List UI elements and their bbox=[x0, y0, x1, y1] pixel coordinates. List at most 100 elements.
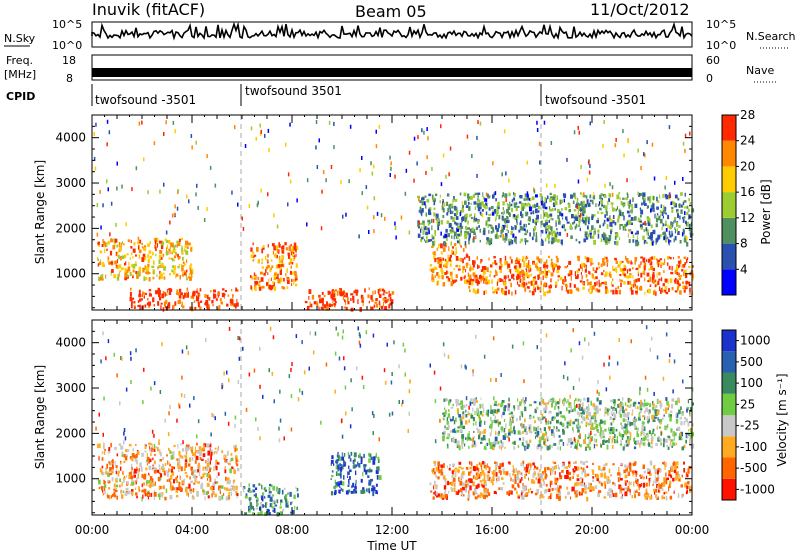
echo-cell bbox=[476, 256, 478, 260]
echo-cell bbox=[524, 203, 527, 206]
echo-cell bbox=[511, 207, 513, 213]
echo-cell bbox=[549, 444, 551, 450]
echo-cell bbox=[222, 288, 225, 291]
echo-cell bbox=[375, 490, 378, 494]
echo-cell bbox=[368, 300, 370, 304]
echo-cell bbox=[497, 235, 500, 239]
echo-cell bbox=[664, 286, 668, 290]
echo-cell bbox=[479, 404, 482, 409]
echo-cell bbox=[157, 289, 160, 294]
echo-cell bbox=[310, 303, 313, 308]
echo-cell bbox=[103, 442, 105, 447]
echo-cell bbox=[641, 482, 643, 487]
echo-cell bbox=[665, 407, 668, 410]
echo-cell bbox=[106, 242, 108, 248]
echo-cell bbox=[556, 195, 559, 201]
echo-cell bbox=[194, 460, 197, 464]
echo-cell bbox=[223, 493, 225, 496]
echo-cell bbox=[523, 486, 527, 492]
echo-cell bbox=[438, 243, 440, 249]
echo-cell bbox=[527, 462, 531, 467]
echo-cell bbox=[473, 466, 477, 472]
echo-cell bbox=[148, 272, 151, 275]
echo-cell bbox=[162, 291, 165, 294]
echo-cell bbox=[626, 466, 628, 471]
echo-cell bbox=[333, 121, 335, 126]
echo-cell bbox=[536, 120, 538, 125]
echo-cell bbox=[680, 484, 683, 488]
echo-cell bbox=[113, 483, 116, 488]
echo-cell bbox=[623, 426, 625, 429]
echo-cell bbox=[436, 280, 438, 286]
echo-cell bbox=[580, 444, 582, 448]
echo-cell bbox=[614, 407, 617, 411]
echo-cell bbox=[110, 271, 112, 276]
echo-cell bbox=[137, 236, 140, 241]
echo-cell bbox=[186, 277, 188, 281]
echo-cell bbox=[331, 297, 335, 301]
echo-cell bbox=[479, 228, 481, 233]
echo-cell bbox=[493, 419, 495, 423]
echo-cell bbox=[520, 211, 522, 217]
echo-cell bbox=[429, 209, 431, 214]
echo-cell bbox=[682, 281, 684, 284]
echo-cell bbox=[545, 421, 548, 425]
echo-cell bbox=[418, 220, 420, 225]
echo-cell bbox=[336, 454, 339, 458]
echo-cell bbox=[173, 479, 176, 484]
echo-cell bbox=[273, 275, 277, 280]
echo-cell bbox=[587, 487, 590, 490]
echo-cell bbox=[353, 452, 357, 458]
echo-cell bbox=[580, 412, 583, 415]
echo-cell bbox=[529, 439, 532, 443]
echo-cell bbox=[149, 479, 151, 483]
echo-cell bbox=[293, 280, 295, 285]
echo-cell bbox=[597, 289, 601, 292]
echo-cell bbox=[487, 239, 490, 242]
echo-cell bbox=[205, 467, 207, 471]
echo-cell bbox=[473, 201, 477, 205]
echo-cell bbox=[495, 420, 498, 423]
echo-cell bbox=[524, 238, 527, 243]
echo-cell bbox=[110, 444, 112, 447]
echo-cell bbox=[162, 468, 165, 472]
echo-cell bbox=[432, 195, 435, 200]
echo-cell bbox=[159, 272, 162, 276]
echo-cell bbox=[460, 474, 464, 479]
echo-cell bbox=[647, 493, 650, 498]
echo-cell bbox=[101, 451, 103, 454]
echo-cell bbox=[589, 291, 593, 294]
echo-cell bbox=[195, 140, 197, 145]
echo-cell bbox=[513, 278, 515, 281]
echo-cell bbox=[524, 287, 527, 292]
echo-cell bbox=[652, 400, 654, 406]
echo-cell bbox=[681, 264, 684, 268]
echo-cell bbox=[566, 157, 568, 162]
echo-cell bbox=[644, 240, 647, 243]
echo-cell bbox=[604, 411, 608, 414]
echo-cell bbox=[653, 256, 656, 260]
echo-cell bbox=[219, 490, 221, 495]
echo-cell bbox=[583, 397, 586, 401]
echo-cell bbox=[531, 236, 534, 241]
echo-cell bbox=[550, 471, 552, 476]
echo-cell bbox=[477, 289, 479, 294]
echo-cell bbox=[178, 486, 182, 491]
echo-cell bbox=[526, 269, 528, 272]
echo-cell bbox=[179, 464, 181, 469]
echo-cell bbox=[562, 217, 564, 220]
echo-cell bbox=[308, 289, 312, 294]
echo-cell bbox=[142, 305, 144, 310]
echo-cell bbox=[230, 299, 234, 304]
echo-cell bbox=[566, 219, 568, 222]
echo-cell bbox=[499, 278, 502, 283]
echo-cell bbox=[525, 282, 528, 286]
echo-cell bbox=[230, 303, 233, 306]
echo-cell bbox=[483, 205, 486, 208]
echo-cell bbox=[457, 489, 460, 494]
echo-cell bbox=[593, 192, 595, 197]
echo-cell bbox=[107, 479, 109, 482]
echo-cell bbox=[615, 267, 618, 272]
echo-cell bbox=[542, 200, 545, 205]
echo-cell bbox=[447, 480, 449, 486]
